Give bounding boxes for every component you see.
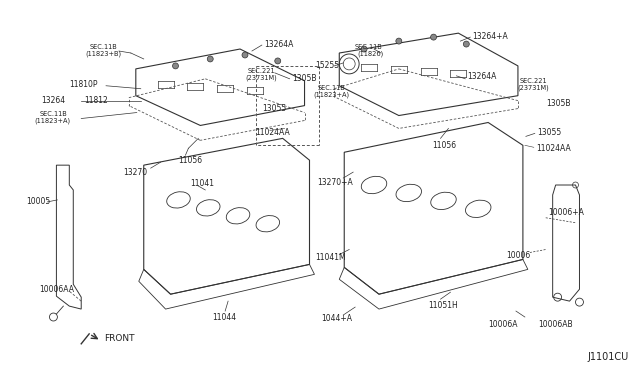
Text: 11051H: 11051H <box>429 301 458 310</box>
Text: 1044+A: 1044+A <box>321 314 353 324</box>
Text: 13264+A: 13264+A <box>472 32 508 41</box>
Circle shape <box>242 52 248 58</box>
Text: (11823+B): (11823+B) <box>85 51 122 57</box>
Text: (23731M): (23731M) <box>245 74 276 81</box>
Text: 13270+A: 13270+A <box>317 177 353 186</box>
Circle shape <box>361 46 367 52</box>
Text: 11024AA: 11024AA <box>536 144 570 153</box>
Text: 10006AB: 10006AB <box>538 320 572 330</box>
Text: SEC.221: SEC.221 <box>520 78 548 84</box>
Circle shape <box>396 38 402 44</box>
Text: 11056: 11056 <box>179 156 203 165</box>
Text: 10006: 10006 <box>506 251 531 260</box>
Circle shape <box>207 56 213 62</box>
Text: SEC.221: SEC.221 <box>248 68 276 74</box>
Text: 10006AA: 10006AA <box>40 285 74 294</box>
Text: 13264A: 13264A <box>467 72 497 81</box>
Text: SEC.11B: SEC.11B <box>317 85 345 91</box>
Text: (11823+A): (11823+A) <box>314 92 349 98</box>
Text: (11826): (11826) <box>357 51 383 57</box>
Text: 13264: 13264 <box>42 96 66 105</box>
Text: SEC.11B: SEC.11B <box>89 44 117 50</box>
Circle shape <box>275 58 281 64</box>
Text: 13264A: 13264A <box>264 39 293 49</box>
Circle shape <box>431 34 436 40</box>
Text: 11810P: 11810P <box>69 80 98 89</box>
Text: 1305B: 1305B <box>292 74 317 83</box>
Text: 11024AA: 11024AA <box>255 128 290 137</box>
Text: (23731M): (23731M) <box>517 84 548 91</box>
Text: 13055: 13055 <box>262 104 286 113</box>
Text: 11044: 11044 <box>212 312 236 321</box>
Text: 10006+A: 10006+A <box>548 208 584 217</box>
Text: 13270: 13270 <box>123 168 147 177</box>
Text: 10005: 10005 <box>27 198 51 206</box>
Text: 15255: 15255 <box>316 61 340 70</box>
Text: 11041M: 11041M <box>316 253 346 262</box>
Text: 11056: 11056 <box>433 141 457 150</box>
Text: 11812: 11812 <box>84 96 108 105</box>
Circle shape <box>173 63 179 69</box>
Text: 13055: 13055 <box>537 128 561 137</box>
Text: FRONT: FRONT <box>104 334 134 343</box>
Text: SEC.11B: SEC.11B <box>40 110 67 116</box>
Text: 1305B: 1305B <box>546 99 570 108</box>
Text: J1101CU: J1101CU <box>588 352 628 362</box>
Text: (11823+A): (11823+A) <box>35 117 70 124</box>
Circle shape <box>463 41 469 47</box>
Text: SEC.11B: SEC.11B <box>354 44 382 50</box>
Text: 10006A: 10006A <box>488 320 518 330</box>
Text: 11041: 11041 <box>190 179 214 187</box>
